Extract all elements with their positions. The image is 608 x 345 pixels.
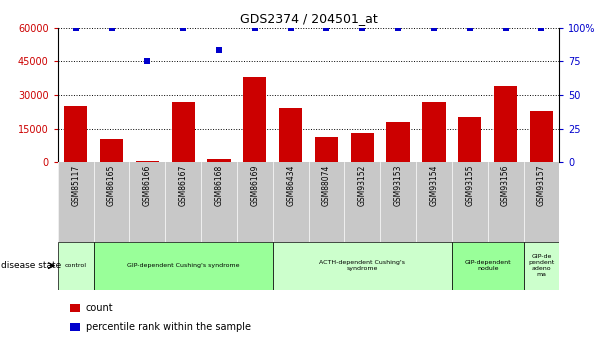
Text: GSM85117: GSM85117	[71, 165, 80, 206]
Point	[501, 25, 511, 30]
Point	[393, 25, 403, 30]
Text: disease state: disease state	[1, 261, 61, 270]
Text: GSM93152: GSM93152	[358, 165, 367, 206]
Bar	[315, 137, 338, 162]
Bar	[452, 241, 523, 290]
Text: GSM86168: GSM86168	[215, 165, 224, 206]
Text: GIP-dependent
nodule: GIP-dependent nodule	[465, 260, 511, 271]
Point	[322, 25, 331, 30]
Point	[214, 48, 224, 53]
Text: GSM86165: GSM86165	[107, 165, 116, 206]
Text: percentile rank within the sample: percentile rank within the sample	[86, 322, 250, 332]
Bar	[136, 161, 159, 162]
Point	[142, 58, 152, 64]
Bar	[279, 108, 302, 162]
Text: GIP-de
pendent
adeno
ma: GIP-de pendent adeno ma	[528, 255, 554, 277]
Bar	[458, 117, 482, 162]
Bar	[58, 241, 94, 290]
Point	[178, 25, 188, 30]
Bar	[94, 241, 273, 290]
Bar	[530, 110, 553, 162]
Bar	[100, 139, 123, 162]
Bar	[387, 122, 410, 162]
Bar	[351, 133, 374, 162]
Text: GSM86169: GSM86169	[250, 165, 260, 206]
Text: GSM88074: GSM88074	[322, 165, 331, 206]
Text: GSM93156: GSM93156	[501, 165, 510, 206]
Text: GSM86166: GSM86166	[143, 165, 152, 206]
Point	[106, 25, 116, 30]
Bar	[523, 241, 559, 290]
Point	[358, 25, 367, 30]
Bar	[494, 86, 517, 162]
Bar	[207, 159, 230, 162]
Point	[250, 25, 260, 30]
Point	[286, 25, 295, 30]
Bar	[423, 101, 446, 162]
Bar	[243, 77, 266, 162]
Text: GSM86434: GSM86434	[286, 165, 295, 206]
Text: GSM93153: GSM93153	[393, 165, 402, 206]
Bar	[64, 106, 88, 162]
Point	[465, 25, 475, 30]
Text: GSM93154: GSM93154	[429, 165, 438, 206]
Point	[537, 25, 547, 30]
Text: GSM86167: GSM86167	[179, 165, 188, 206]
Text: count: count	[86, 303, 113, 313]
Text: GSM93155: GSM93155	[465, 165, 474, 206]
Text: GSM93157: GSM93157	[537, 165, 546, 206]
Text: GIP-dependent Cushing's syndrome: GIP-dependent Cushing's syndrome	[127, 263, 240, 268]
Point	[429, 25, 439, 30]
Title: GDS2374 / 204501_at: GDS2374 / 204501_at	[240, 12, 378, 25]
Bar	[171, 101, 195, 162]
Bar	[273, 241, 452, 290]
Text: ACTH-dependent Cushing's
syndrome: ACTH-dependent Cushing's syndrome	[319, 260, 406, 271]
Text: control: control	[64, 263, 87, 268]
Point	[71, 25, 80, 30]
